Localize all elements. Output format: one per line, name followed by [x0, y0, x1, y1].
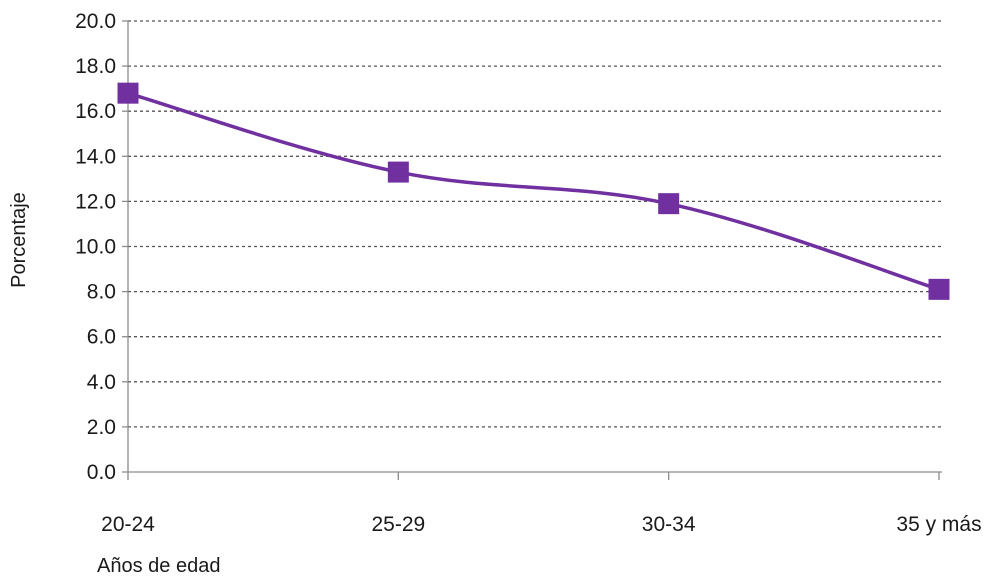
grid-lines [128, 20, 942, 428]
x-tick-label: 35 y más [896, 513, 981, 536]
x-tick-label: 20-24 [101, 513, 155, 536]
y-tick-label: 18.0 [75, 55, 116, 78]
data-point-marker [117, 82, 139, 104]
data-point-marker [928, 278, 950, 300]
data-series [117, 82, 950, 300]
axes [122, 20, 942, 480]
x-tick-label: 30-34 [642, 513, 696, 536]
y-tick-label: 8.0 [87, 281, 116, 304]
series-line [127, 91, 940, 292]
y-tick-label: 16.0 [75, 100, 116, 123]
data-point-marker [387, 161, 409, 183]
y-tick-label: 14.0 [75, 145, 116, 168]
y-tick-label: 10.0 [75, 236, 116, 259]
y-tick-labels: 0.0 2.0 4.0 6.0 8.0 10.0 12.0 14.0 16.0 18.0 20.0 [75, 10, 116, 484]
y-tick-label: 20.0 [75, 10, 116, 33]
data-point-marker [658, 193, 680, 215]
y-tick-label: 4.0 [87, 371, 116, 394]
y-tick-label: 2.0 [87, 416, 116, 439]
x-tick-labels: 20-24 25-29 30-34 35 y más [101, 513, 981, 536]
y-tick-label: 0.0 [87, 461, 116, 484]
x-axis-title: Años de edad [97, 555, 220, 577]
y-axis-title: Porcentaje [8, 192, 30, 288]
x-tick-label: 25-29 [371, 513, 425, 536]
y-tick-label: 6.0 [87, 326, 116, 349]
y-tick-label: 12.0 [75, 190, 116, 213]
